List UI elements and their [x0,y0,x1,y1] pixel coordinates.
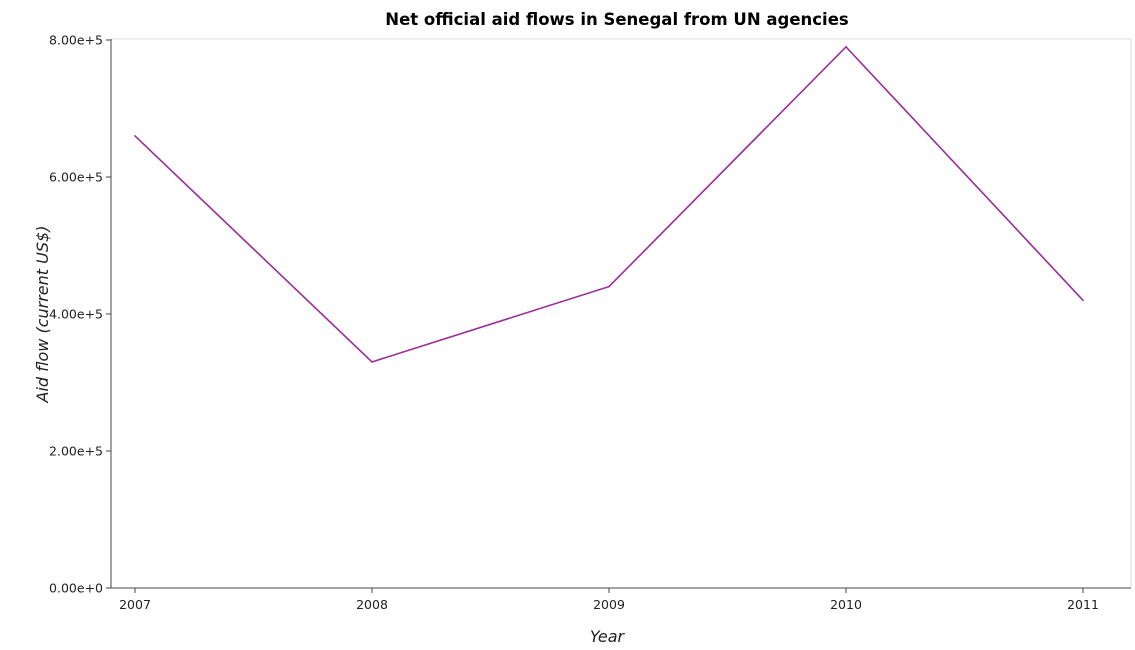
x-axis-label: Year [590,627,626,646]
y-tick-label: 4.00e+5 [49,307,103,322]
chart-title: Net official aid flows in Senegal from U… [385,10,849,29]
series-line [134,45,1084,363]
data-point [845,46,847,48]
plot-frame [110,38,1132,589]
x-tick-label: 2011 [1067,597,1099,612]
x-tick-label: 2007 [119,597,151,612]
data-point [371,361,373,363]
data-point [134,135,136,137]
y-tick-label: 0.00e+0 [49,581,103,596]
y-tick-label: 6.00e+5 [49,170,103,185]
y-tick-label: 8.00e+5 [49,33,103,48]
x-tick-label: 2008 [356,597,388,612]
x-tick-label: 2009 [593,597,625,612]
plot-area: 0.00e+0 2.00e+5 4.00e+5 6.00e+5 8.00e+5 2007 2… [49,33,1132,612]
data-point [608,285,610,288]
data-point [1082,299,1084,302]
x-tick-label: 2010 [830,597,862,612]
y-axis-label: Aid flow (current US$) [33,226,52,404]
y-tick-label: 2.00e+5 [49,444,103,459]
